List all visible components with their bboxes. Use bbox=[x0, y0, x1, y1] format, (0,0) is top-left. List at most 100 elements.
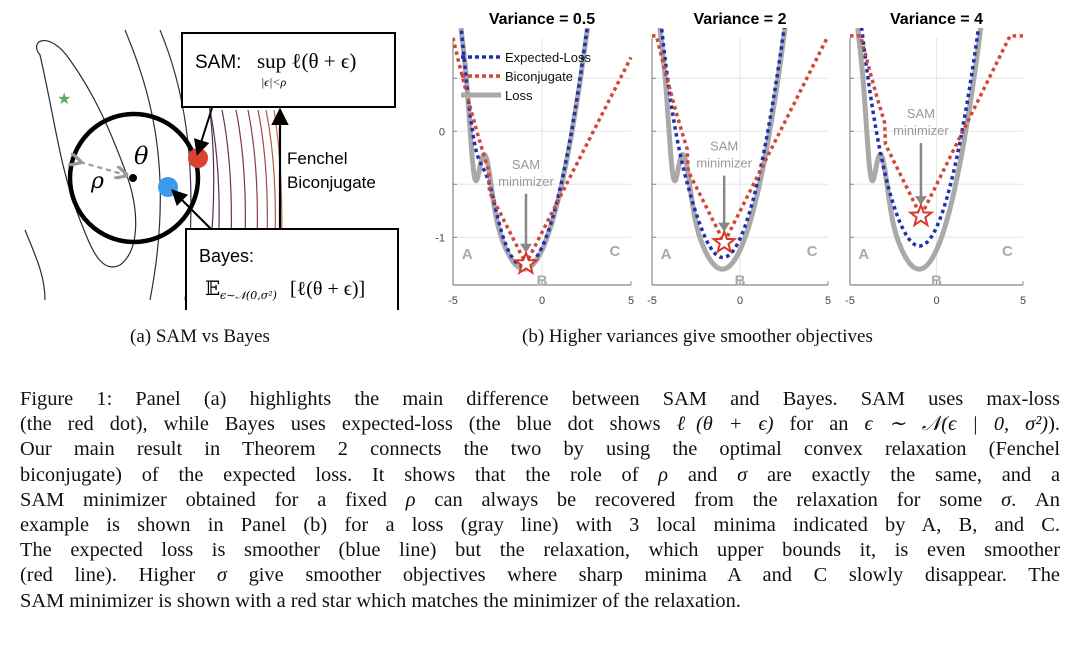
x-tick-label: 5 bbox=[825, 295, 831, 307]
caption-line-3: Our main result in Theorem 2 connects th… bbox=[20, 438, 1060, 461]
chart-title: Variance = 0.5 bbox=[489, 11, 595, 28]
y-tick-label: -1 bbox=[435, 232, 445, 244]
bayes-box-label: Bayes: bbox=[199, 246, 254, 266]
caption-text: . An bbox=[1011, 488, 1060, 511]
caption-math: σ bbox=[1001, 488, 1012, 511]
chart-variance-2: Variance = 2 -5 0 5 A B C SAM minimizer bbox=[647, 11, 831, 307]
caption-math: σ bbox=[216, 564, 227, 587]
sam-minimizer-arrow-head bbox=[914, 196, 927, 206]
caption-text: can always be recovered from the relaxat… bbox=[415, 488, 1002, 511]
caption-text: give smoother objectives where sharp min… bbox=[226, 564, 1060, 587]
series-group bbox=[652, 28, 830, 272]
sam-minimizer-label: minimizer bbox=[893, 123, 949, 138]
contour-inner bbox=[36, 40, 137, 268]
biconjugate-line bbox=[453, 37, 633, 268]
rho-arrow bbox=[80, 162, 126, 175]
biconjugate-line bbox=[850, 34, 1023, 221]
caption-line-9: SAM minimizer is shown with a red star w… bbox=[20, 589, 741, 612]
minimum-label-B: B bbox=[735, 273, 746, 290]
legend-entry: Loss bbox=[505, 88, 533, 103]
bayes-box-subscript: ϵ∼𝒩(0,σ²) bbox=[220, 289, 277, 302]
minimum-label-B: B bbox=[931, 273, 942, 290]
bayes-box: Bayes: 𝔼 ϵ∼𝒩(0,σ²) [ℓ(θ + ϵ)] bbox=[185, 228, 399, 310]
caption-text: for an bbox=[773, 413, 865, 436]
x-tick-label: 0 bbox=[737, 295, 743, 307]
sam-minimizer-label: SAM bbox=[710, 139, 738, 154]
legend-entry: Biconjugate bbox=[505, 69, 573, 84]
caption-text: (the red dot), while Bayes uses expected… bbox=[20, 413, 677, 436]
sam-minimizer-arrow-head bbox=[519, 243, 532, 253]
loss-line bbox=[855, 28, 984, 272]
minimum-label-B: B bbox=[537, 273, 548, 290]
sam-minimizer-label: SAM bbox=[907, 106, 935, 121]
series-group bbox=[453, 28, 633, 272]
sam-minimizer-label: minimizer bbox=[696, 156, 752, 171]
caption-math: ℓ(θ + ϵ) bbox=[676, 413, 774, 436]
chart-variance-0.5: Variance = 0.5 -5 0 5 0 -1 A B C SAM minimizer Expe… bbox=[435, 11, 634, 307]
expected-loss-line bbox=[659, 28, 786, 260]
sam-box-subscript: |ϵ|<ρ bbox=[261, 75, 287, 89]
caption-line-5: SAM minimizer obtained for a fixed ρ can… bbox=[20, 488, 1060, 513]
caption-math: ρ bbox=[405, 488, 416, 511]
bayes-box-expectation: 𝔼 bbox=[205, 276, 220, 300]
bayes-arrow bbox=[171, 189, 213, 231]
series-group bbox=[850, 28, 1023, 272]
x-tick-label: 5 bbox=[1020, 295, 1026, 307]
bayes-box-body: [ℓ(θ + ϵ)] bbox=[290, 278, 365, 300]
fenchel-label-line2: Biconjugate bbox=[287, 173, 376, 192]
caption-panel-b: (b) Higher variances give smoother objec… bbox=[522, 326, 873, 347]
caption-text: SAM minimizer obtained for a fixed bbox=[20, 488, 406, 511]
sam-vs-bayes-diagram: ★ θ ρ SAM: sup ℓ(θ + ϵ) |ϵ|<ρ Fenchel Bi… bbox=[24, 29, 399, 310]
theta-label: θ bbox=[134, 142, 149, 170]
biconjugate-line bbox=[652, 34, 830, 247]
x-tick-label: -5 bbox=[448, 295, 458, 307]
sam-arrow bbox=[194, 107, 213, 156]
optimum-star-icon: ★ bbox=[57, 89, 71, 108]
contour-2 bbox=[124, 29, 161, 301]
caption-math: ϵ ∼ 𝒩(ϵ | 0, σ²) bbox=[864, 413, 1049, 436]
minimum-label-A: A bbox=[661, 246, 672, 263]
caption-panel-a: (a) SAM vs Bayes bbox=[130, 326, 270, 347]
minimum-label-C: C bbox=[610, 243, 621, 260]
caption-text: biconjugate) of the expected loss. It sh… bbox=[20, 463, 659, 486]
caption-line-2: (the red dot), while Bayes uses expected… bbox=[20, 412, 1060, 437]
caption-text: ). bbox=[1048, 413, 1060, 436]
sam-box-formula: sup ℓ(θ + ϵ) bbox=[257, 49, 356, 73]
caption-text: are exactly the same, and a bbox=[747, 463, 1061, 486]
caption-line-4: biconjugate) of the expected loss. It sh… bbox=[20, 463, 1060, 488]
x-tick-label: -5 bbox=[647, 295, 657, 307]
caption-line-7: The expected loss is smoother (blue line… bbox=[20, 539, 1060, 562]
y-tick-label: 0 bbox=[439, 126, 445, 138]
x-tick-label: 5 bbox=[628, 295, 634, 307]
sam-minimizer-star-icon bbox=[512, 249, 540, 276]
caption-line-1: Figure 1: Panel (a) highlights the main … bbox=[20, 388, 1060, 410]
caption-text: (red line). Higher bbox=[20, 564, 217, 587]
sam-minimizer-star-icon bbox=[907, 202, 935, 228]
figure-caption: Figure 1: Panel (a) highlights the main … bbox=[20, 387, 1060, 614]
sam-minimizer-label: minimizer bbox=[498, 174, 554, 189]
contour-5 bbox=[24, 229, 46, 301]
minimum-label-C: C bbox=[807, 243, 818, 260]
x-tick-label: -5 bbox=[845, 295, 855, 307]
chart-title: Variance = 4 bbox=[890, 11, 983, 28]
legend-entry: Expected-Loss bbox=[505, 50, 591, 65]
x-tick-label: 0 bbox=[933, 295, 939, 307]
sam-box: SAM: sup ℓ(θ + ϵ) |ϵ|<ρ bbox=[181, 32, 396, 108]
chart-variance-4: Variance = 4 -5 0 5 A B C SAM minimizer bbox=[845, 11, 1026, 307]
rho-label: ρ bbox=[90, 169, 104, 194]
fenchel-label-line1: Fenchel bbox=[287, 149, 347, 168]
minimum-label-A: A bbox=[858, 246, 869, 263]
minimum-label-A: A bbox=[462, 246, 473, 263]
x-tick-label: 0 bbox=[539, 295, 545, 307]
theta-point bbox=[129, 174, 137, 182]
chart-title: Variance = 2 bbox=[694, 11, 787, 28]
caption-math: σ bbox=[737, 463, 748, 486]
caption-math: ρ bbox=[658, 463, 669, 486]
minimum-label-C: C bbox=[1002, 243, 1013, 260]
sam-minimizer-arrow-head bbox=[718, 222, 731, 232]
caption-line-8: (red line). Higher σ give smoother objec… bbox=[20, 563, 1060, 588]
sam-minimizer-star-icon bbox=[710, 228, 738, 254]
sam-box-label: SAM: bbox=[195, 52, 241, 73]
caption-text: and bbox=[668, 463, 738, 486]
caption-line-6: example is shown in Panel (b) for a loss… bbox=[20, 514, 1060, 537]
